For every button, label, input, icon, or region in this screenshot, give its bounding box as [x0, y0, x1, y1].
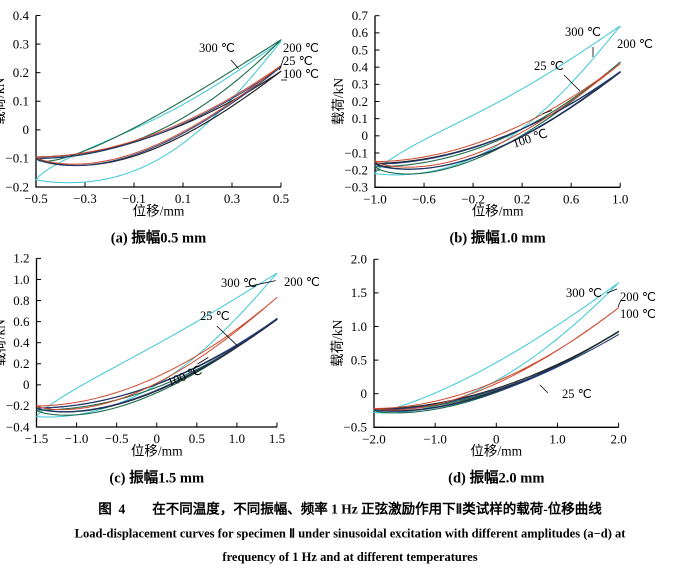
svg-text:0.5: 0.5 — [352, 42, 368, 57]
svg-text:100 ℃: 100 ℃ — [620, 307, 656, 321]
svg-text:0.2: 0.2 — [13, 356, 29, 371]
svg-text:200 ℃: 200 ℃ — [617, 37, 653, 51]
svg-text:−0.3: −0.3 — [73, 191, 97, 206]
svg-text:位移/mm: 位移/mm — [472, 204, 524, 219]
svg-text:0: 0 — [362, 128, 369, 143]
svg-text:0.6: 0.6 — [13, 314, 30, 329]
svg-text:200 ℃: 200 ℃ — [283, 41, 319, 55]
svg-text:0.7: 0.7 — [352, 8, 369, 23]
svg-text:(c) 振幅1.5 mm: (c) 振幅1.5 mm — [109, 468, 204, 486]
svg-text:0.4: 0.4 — [13, 335, 30, 350]
svg-text:−2.0: −2.0 — [362, 431, 386, 446]
svg-text:载荷/kN: 载荷/kN — [0, 319, 8, 367]
svg-text:1.0: 1.0 — [229, 431, 245, 446]
svg-text:0.2: 0.2 — [352, 94, 368, 109]
svg-text:位移/mm: 位移/mm — [133, 203, 185, 218]
svg-text:0.1: 0.1 — [13, 94, 29, 109]
svg-text:2.0: 2.0 — [351, 252, 367, 267]
svg-text:300 ℃: 300 ℃ — [199, 41, 235, 55]
svg-text:0: 0 — [23, 122, 30, 137]
svg-text:0.5: 0.5 — [351, 352, 367, 367]
svg-text:1.0: 1.0 — [351, 319, 367, 334]
svg-text:0.5: 0.5 — [273, 191, 289, 206]
svg-text:0.4: 0.4 — [352, 59, 369, 74]
svg-text:载荷/kN: 载荷/kN — [0, 77, 7, 125]
svg-text:25 ℃: 25 ℃ — [562, 387, 592, 401]
svg-text:0.3: 0.3 — [13, 36, 29, 51]
svg-text:1.5: 1.5 — [269, 431, 285, 446]
svg-text:载荷/kN: 载荷/kN — [331, 78, 346, 126]
svg-text:0.1: 0.1 — [352, 111, 368, 126]
svg-text:0.5: 0.5 — [189, 431, 205, 446]
svg-text:−1.0: −1.0 — [65, 431, 89, 446]
svg-text:1.0: 1.0 — [549, 431, 565, 446]
svg-text:(a) 振幅0.5 mm: (a) 振幅0.5 mm — [111, 228, 206, 246]
svg-text:25 ℃: 25 ℃ — [283, 54, 313, 68]
svg-text:(b) 振幅1.0 mm: (b) 振幅1.0 mm — [449, 229, 545, 247]
svg-text:300 ℃: 300 ℃ — [221, 276, 257, 290]
svg-text:−1.0: −1.0 — [363, 191, 387, 206]
svg-text:300 ℃: 300 ℃ — [565, 25, 601, 39]
svg-text:−0.6: −0.6 — [412, 191, 436, 206]
svg-text:0.6: 0.6 — [563, 191, 580, 206]
svg-text:位移/mm: 位移/mm — [131, 443, 183, 458]
svg-text:25 ℃: 25 ℃ — [200, 309, 230, 323]
svg-text:frequency of 1 Hz and at diffe: frequency of 1 Hz and at different tempe… — [222, 550, 477, 564]
svg-text:−1.0: −1.0 — [423, 431, 447, 446]
svg-text:−0.5: −0.5 — [24, 191, 48, 206]
svg-text:−1.5: −1.5 — [25, 431, 49, 446]
svg-text:−0.1: −0.1 — [5, 151, 29, 166]
svg-text:200 ℃: 200 ℃ — [284, 275, 320, 289]
svg-text:−0.2: −0.2 — [6, 398, 30, 413]
svg-text:1.5: 1.5 — [351, 285, 367, 300]
svg-text:0.3: 0.3 — [352, 77, 368, 92]
svg-text:0.3: 0.3 — [224, 191, 240, 206]
svg-text:25 ℃: 25 ℃ — [534, 59, 564, 73]
svg-text:0.8: 0.8 — [13, 293, 29, 308]
svg-text:−0.2: −0.2 — [344, 162, 368, 177]
svg-text:Load-displacement curves for s: Load-displacement curves for specimen Ⅱ … — [75, 527, 627, 541]
svg-text:0.6: 0.6 — [352, 25, 369, 40]
svg-text:(d) 振幅2.0 mm: (d) 振幅2.0 mm — [448, 469, 544, 487]
svg-text:0.4: 0.4 — [13, 8, 30, 23]
svg-text:位移/mm: 位移/mm — [470, 444, 522, 459]
svg-text:0: 0 — [361, 386, 368, 401]
svg-text:−0.1: −0.1 — [344, 145, 368, 160]
svg-text:100 ℃: 100 ℃ — [283, 67, 319, 81]
svg-text:1.0: 1.0 — [13, 272, 29, 287]
svg-text:200 ℃: 200 ℃ — [620, 290, 656, 304]
svg-text:−0.5: −0.5 — [105, 431, 129, 446]
svg-text:300 ℃: 300 ℃ — [566, 286, 602, 300]
svg-text:1.0: 1.0 — [612, 191, 628, 206]
svg-text:载荷/kN: 载荷/kN — [330, 319, 345, 367]
svg-text:0: 0 — [23, 377, 30, 392]
svg-text:1.2: 1.2 — [13, 251, 29, 266]
svg-text:图 4 在不同温度，不同振幅、频率 1 Hz 正弦激励作用: 图 4 在不同温度，不同振幅、频率 1 Hz 正弦激励作用下Ⅱ类试样的载荷-位移… — [98, 501, 602, 517]
svg-text:0.2: 0.2 — [13, 65, 29, 80]
svg-text:2.0: 2.0 — [610, 431, 626, 446]
